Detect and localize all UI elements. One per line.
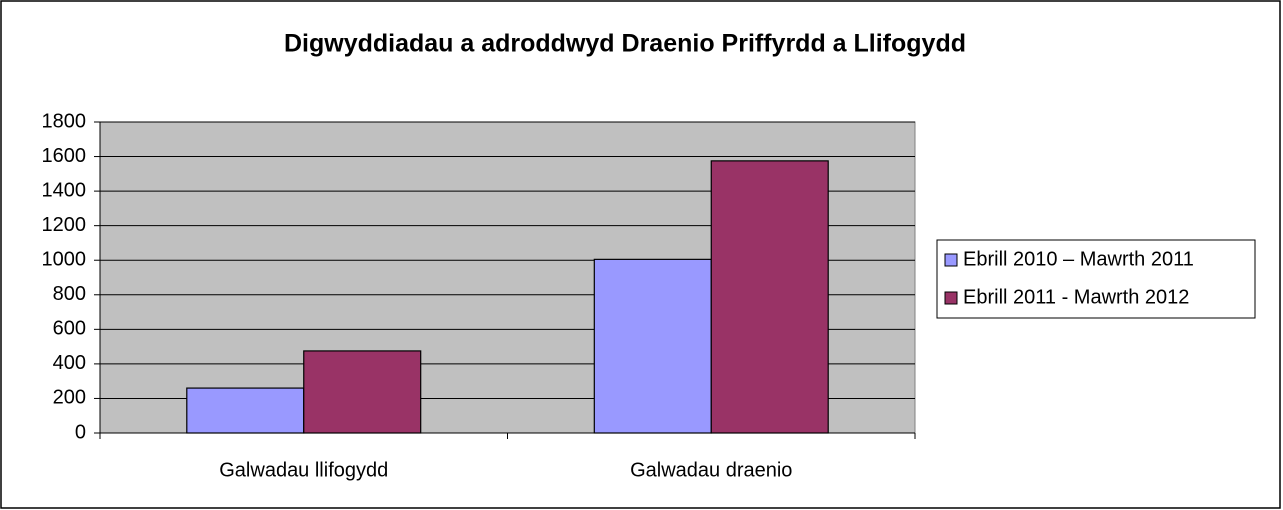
y-tick-label: 800 (53, 283, 86, 305)
y-tick-label: 400 (53, 352, 86, 374)
bar (186, 387, 305, 434)
x-tick-label: Galwadau draenio (630, 459, 792, 481)
y-tick-label: 1400 (42, 179, 87, 201)
legend-label: Ebrill 2010 – Mawrth 2011 (963, 248, 1194, 270)
legend-swatch (944, 291, 958, 305)
y-tick-label: 1200 (42, 214, 87, 236)
y-tick-label: 0 (75, 421, 86, 443)
y-tick-label: 600 (53, 318, 86, 340)
chart-title: Digwyddiadau a adroddwyd Draenio Priffyr… (284, 30, 966, 58)
bar (303, 350, 422, 434)
legend-label: Ebrill 2011 - Mawrth 2012 (963, 286, 1189, 308)
y-tick-label: 1800 (42, 110, 87, 132)
x-tick-label: Galwadau llifogydd (219, 459, 388, 481)
y-tick-label: 200 (53, 387, 86, 409)
bar (710, 160, 829, 434)
bar (593, 258, 712, 434)
y-tick-label: 1600 (42, 145, 87, 167)
legend-box (936, 239, 1256, 319)
y-tick-label: 1000 (42, 249, 87, 271)
legend-swatch (944, 253, 958, 267)
